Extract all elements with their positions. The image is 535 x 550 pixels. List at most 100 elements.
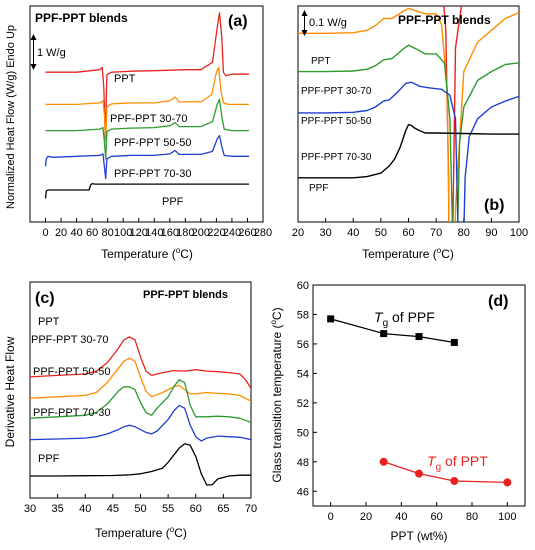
panel-d-ylabel: Glass transition temperature (oC) [269,307,284,482]
panel-a-label: (a) [228,13,248,30]
panel-c-ylabel: Derivative Heat Flow [3,336,17,447]
curve-label-ppt: PPT [114,73,136,85]
panel-b-xlabel: Temperature (oC) [362,246,454,261]
curve-label-ppf: PPF [162,196,184,208]
panel-c-x-tick-label: 35 [52,503,64,515]
panel-d-y-tick-label: 58 [297,309,309,321]
panel-a-scale-bar: 1 W/g [30,34,66,70]
panel-d-x-tick-label: 20 [360,511,372,523]
panel-a-series-ppf-ppt-30-70 [45,66,249,143]
panel-d-x-tick-label: 80 [466,511,478,523]
panel-b-x-tick-label: 40 [347,227,359,239]
panel-d-x-ticks: 0 20 40 60 80 100 [328,502,517,523]
panel-a-x-tick-label: 140 [145,227,163,239]
panel-c-series-ppt [30,336,251,389]
curve-label-70-30: PPF-PPT 70-30 [301,152,372,163]
panel-c-label: (c) [35,290,55,307]
panel-d-y-tick-label: 48 [297,457,309,469]
scale-bar-arrow-down-icon [301,30,308,36]
panel-d-x-tick-label: 100 [498,511,516,523]
panel-d-point-tg-of-ppt [450,476,459,485]
curve-label-30-70: PPF-PPT 30-70 [31,334,108,346]
panel-b-series-ppf-ppt-70-30 [298,81,519,222]
panel-a-xlabel: Temperature (oC) [101,246,193,261]
panel-d-point-tg-of-ppt [379,457,388,466]
panel-d-x-tick-label: 60 [431,511,443,523]
panel-b-x-tick-label: 30 [320,227,332,239]
panel-d-y-tick-label: 56 [297,339,309,351]
panel-c-series-ppf-ppt-50-50 [30,379,251,424]
curve-label-50-50: PPF-PPT 50-50 [114,137,191,149]
panel-c-x-tick-label: 60 [190,503,202,515]
panel-d-point-tg-of-ppf [415,333,423,341]
curve-label-ppf: PPF [38,453,60,465]
panel-a-x-tick-label: 80 [102,227,114,239]
curve-label-70-30: PPF-PPT 70-30 [33,407,110,419]
panel-d-xlabel: PPT (wt%) [390,529,447,543]
panel-d-series [327,315,512,487]
curve-label-ppt: PPT [311,56,330,67]
curve-label-30-70: PPF-PPT 30-70 [110,113,187,125]
panel-c: 30 35 40 45 50 55 60 65 70 PPF-PPT blends (c) PP… [3,281,257,540]
curve-label-ppt: PPT [38,316,60,328]
panel-c-x-tick-label: 65 [217,503,229,515]
panel-d-point-tg-of-ppt [415,469,423,478]
scale-bar-label: 1 W/g [37,47,66,59]
panel-d-point-tg-of-ppf [450,338,458,346]
scale-bar-arrow-up-icon [30,34,37,40]
panel-a-x-tick-label: 160 [161,227,179,239]
panel-c-x-tick-label: 70 [245,503,257,515]
panel-b: 20 30 40 50 60 70 80 90 100 PPF-PPT blends (b) 0… [292,5,528,261]
panel-a-x-tick-label: 100 [114,227,132,239]
curve-label-70-30: PPF-PPT 70-30 [114,168,191,180]
panel-d-y-tick-label: 60 [297,280,309,292]
panel-d-label: (d) [488,293,508,310]
panel-d-point-tg-of-ppt [503,478,512,487]
panel-d-x-tick-label: 40 [395,511,407,523]
panel-b-x-tick-label: 20 [292,227,304,239]
panel-d-line-tg-of-ppt [383,461,508,484]
panel-b-series-ppf-ppt-30-70 [298,7,519,222]
panel-b-x-tick-label: 50 [375,227,387,239]
panel-b-frame [297,5,520,223]
panel-c-x-tick-label: 40 [79,503,91,515]
curve-label-ppf: PPF [309,183,328,194]
panel-a-x-tick-label: 120 [130,227,148,239]
panel-c-curves [30,336,251,486]
panel-a-series-ppf-ppt-70-30 [44,134,249,180]
panel-c-x-tick-label: 50 [134,503,146,515]
panel-d: 0 20 40 60 80 100 46 48 50 52 54 56 58 60 (d) Tg of … [269,280,526,543]
panel-a-x-tick-label: 60 [86,227,98,239]
panel-a-x-tick-label: 180 [176,227,194,239]
curve-label-30-70: PPF-PPT 30-70 [301,86,372,97]
scale-bar-label: 0.1 W/g [309,17,347,29]
panel-d-y-tick-label: 50 [297,427,309,439]
panel-a-series-ppt [45,12,249,140]
panel-b-curves [298,6,519,222]
panel-a-x-tick-label: 260 [238,227,256,239]
panel-a-frame [29,5,264,223]
panel-d-y-tick-label: 54 [297,368,309,380]
curve-label-50-50: PPF-PPT 50-50 [301,116,372,127]
panel-a-x-tick-label: 40 [70,227,82,239]
panel-b-scale-bar: 0.1 W/g [301,10,347,36]
panel-c-title: PPF-PPT blends [143,289,228,301]
panel-b-x-tick-label: 100 [510,227,528,239]
panel-c-x-ticks: 30 35 40 45 50 55 60 65 70 [24,494,257,515]
panel-c-x-tick-label: 55 [162,503,174,515]
panel-b-x-tick-label: 90 [485,227,497,239]
panel-a-x-tick-label: 200 [192,227,210,239]
panel-c-series-ppf-ppt-30-70 [30,357,251,402]
panel-b-title: PPF-PPT blends [398,13,491,27]
panel-d-y-tick-label: 46 [297,486,309,498]
panel-d-y-ticks: 46 48 50 52 54 56 58 60 [297,280,317,498]
panel-a-x-tick-label: 220 [207,227,225,239]
panel-a-x-tick-label: 280 [254,227,272,239]
panel-d-y-tick-label: 52 [297,398,309,410]
scale-bar-arrow-up-icon [301,10,308,16]
panel-a-title: PPF-PPT blends [35,11,128,25]
panel-c-xlabel: Temperature (oC) [95,525,187,540]
panel-c-series-ppf [30,443,251,486]
